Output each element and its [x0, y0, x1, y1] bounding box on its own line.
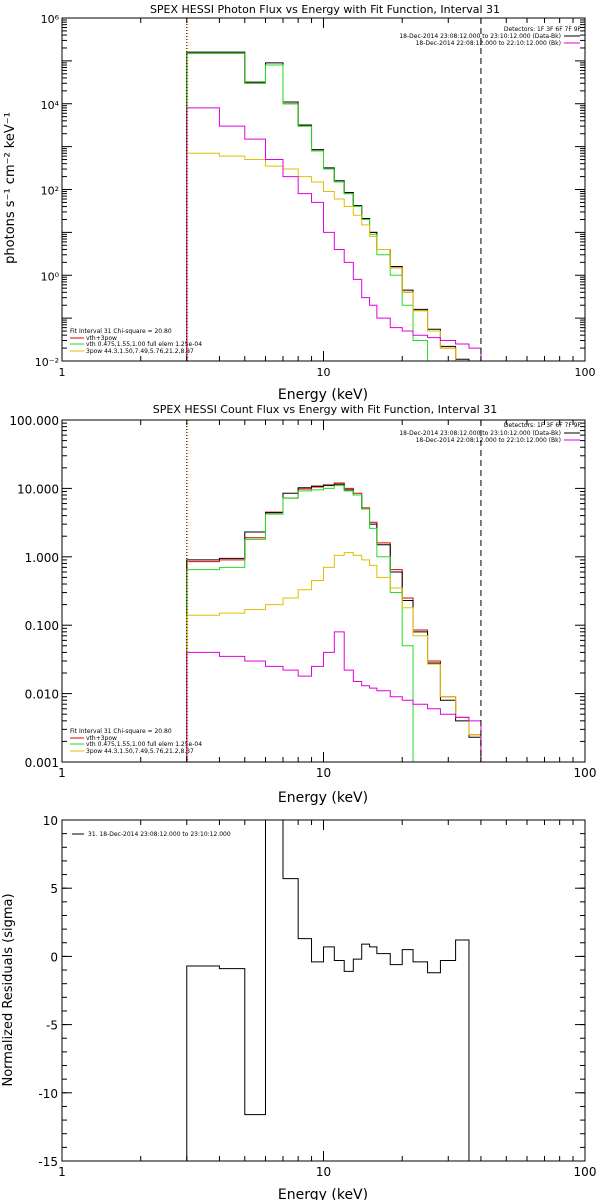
series-line-green — [186, 485, 414, 762]
count-legend-line1: 18-Dec-2014 23:08:12.000 to 23:10:12.000… — [399, 430, 561, 437]
photon-legend-line2: 18-Dec-2014 22:08:12.000 to 22:10:12.000… — [416, 40, 561, 47]
series-line-gold — [186, 552, 482, 762]
count-chart-title: SPEX HESSI Count Flux vs Energy with Fit… — [153, 403, 497, 416]
y-tick-label: 10⁻² — [35, 356, 59, 369]
y-tick-label: 10.000 — [17, 482, 59, 496]
photon-legend-line1: 18-Dec-2014 23:08:12.000 to 23:10:12.000… — [399, 33, 561, 40]
count-legend-l2: vth 0.475,1.55,1.00 full elem 1.25e-04 — [86, 741, 202, 748]
residual-chart-xlabel: Energy (keV) — [278, 1187, 368, 1200]
x-tick-label: 1 — [58, 1165, 66, 1179]
photon-chart-ylabel: photons s⁻¹ cm⁻² keV⁻¹ — [3, 112, 18, 264]
y-tick-label: 0.010 — [25, 688, 59, 702]
residual-legend: 31. 18-Dec-2014 23:08:12.000 to 23:10:12… — [88, 831, 231, 838]
count-legend-line2: 18-Dec-2014 22:08:12.000 to 22:10:12.000… — [416, 437, 561, 444]
x-tick-label: 1 — [59, 366, 66, 379]
residual-chart-ylabel: Normalized Residuals (sigma) — [1, 893, 16, 1086]
series-line-black — [186, 820, 481, 1161]
photon-legend-fit: Fit Interval 31 Chi-square = 20.80 — [70, 328, 172, 335]
y-tick-label: 0.100 — [25, 619, 59, 633]
series-line-green — [186, 52, 429, 361]
photon-chart-title: SPEX HESSI Photon Flux vs Energy with Fi… — [150, 3, 500, 16]
photon-legend-l2: vth 0.475,1.55,1.00 full elem 1.25e-04 — [86, 341, 202, 348]
y-tick-label: 10⁴ — [41, 99, 60, 112]
photon-legend-l3: 3pow 44.3,1.50,7.49,5.76,21.2,8.87 — [86, 348, 194, 355]
x-tick-label: 10 — [316, 1165, 331, 1179]
series-line-gold — [186, 152, 470, 361]
y-tick-label: 0.001 — [25, 756, 59, 770]
x-tick-label: 10 — [317, 366, 331, 379]
x-tick-label: 10 — [316, 766, 331, 780]
y-tick-label: 0 — [50, 950, 58, 964]
y-tick-label: -5 — [46, 1019, 58, 1033]
y-tick-label: 10⁶ — [41, 13, 60, 26]
series-line-magenta — [186, 107, 482, 361]
count-legend-detectors: Detectors: 1F 3F 6F 7F 9F — [504, 422, 582, 429]
count-legend-l3: 3pow 44.3,1.50,7.49,5.76,21.2,8.87 — [86, 748, 194, 755]
y-tick-label: 10⁰ — [41, 270, 60, 283]
y-tick-label: -15 — [38, 1155, 58, 1169]
photon-legend-l1: vth+3pow — [86, 335, 117, 342]
x-tick-label: 100 — [574, 766, 597, 780]
y-tick-label: 10² — [41, 185, 59, 198]
y-tick-label: 5 — [50, 882, 58, 896]
x-tick-label: 100 — [575, 366, 596, 379]
photon-legend-detectors: Detectors: 1F 3F 6F 7F 9F — [504, 26, 582, 33]
x-tick-label: 1 — [58, 766, 66, 780]
count-legend-l1: vth+3pow — [86, 735, 117, 742]
y-tick-label: 1.000 — [25, 551, 59, 565]
series-line-magenta — [186, 631, 482, 762]
x-tick-label: 100 — [574, 1165, 597, 1179]
photon-chart-xlabel: Energy (keV) — [278, 387, 368, 403]
count-legend-fit: Fit Interval 31 Chi-square = 20.80 — [70, 728, 172, 735]
y-tick-label: -10 — [38, 1087, 58, 1101]
count-chart-xlabel: Energy (keV) — [278, 790, 368, 806]
y-tick-label: 100.000 — [9, 414, 59, 428]
y-tick-label: 10 — [43, 814, 58, 828]
